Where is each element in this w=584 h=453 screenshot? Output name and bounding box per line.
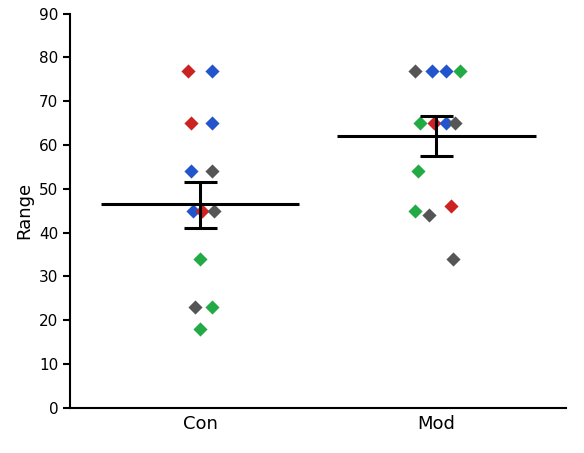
Point (207, 67, 217, 74)
Point (210, 207, 219, 214)
Point (207, 120, 217, 127)
Point (183, 67, 193, 74)
Point (442, 120, 451, 127)
Y-axis label: Range: Range (15, 182, 33, 239)
Point (207, 304, 217, 311)
Point (427, 67, 436, 74)
Point (186, 168, 195, 175)
Point (186, 120, 195, 127)
Point (442, 67, 451, 74)
Point (411, 67, 420, 74)
Point (207, 168, 217, 175)
Point (429, 120, 439, 127)
Point (449, 255, 458, 262)
Point (196, 325, 205, 333)
Point (411, 207, 420, 214)
Point (198, 207, 207, 214)
Point (188, 207, 197, 214)
Point (425, 212, 434, 219)
Point (191, 304, 200, 311)
Point (451, 120, 460, 127)
Point (446, 202, 456, 210)
Point (413, 168, 422, 175)
Point (415, 120, 425, 127)
Point (456, 67, 465, 74)
Point (196, 255, 205, 262)
